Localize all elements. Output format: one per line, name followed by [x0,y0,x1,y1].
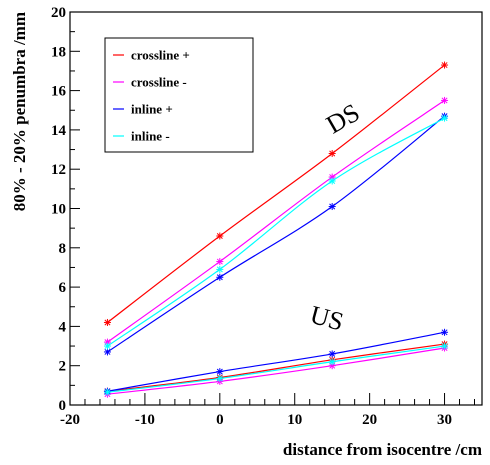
y-tick-label: 10 [51,202,66,218]
series-line [107,115,445,353]
legend-label: crossline + [131,48,190,63]
series-line [107,64,445,323]
x-tick-label: -10 [135,412,155,428]
data-point [441,61,449,69]
y-axis-title: 80% - 20% penumbra /mm [10,12,29,211]
data-point [216,265,224,273]
x-axis-title: distance from isocentre /cm [283,440,482,459]
data-point [328,149,336,157]
data-point [328,358,336,366]
legend: crossline + crossline - inline + inline - [104,37,254,153]
y-tick-label: 2 [59,359,67,375]
x-tick-label: 20 [362,412,377,428]
x-tick-label: -20 [60,412,80,428]
y-tick-label: 16 [51,84,67,100]
data-point [216,273,224,281]
data-point [328,350,336,358]
data-point [216,374,224,382]
legend-box [104,37,254,153]
data-point [216,368,224,376]
data-point [441,328,449,336]
x-tick-label: 10 [287,412,302,428]
data-point [216,258,224,266]
y-tick-label: 12 [51,162,66,178]
annotation-label: US [307,300,347,337]
series-line [107,99,445,343]
data-point [103,318,111,326]
data-point [441,342,449,350]
x-tick-label: 0 [216,412,224,428]
series-layer [103,61,449,398]
series-line [107,331,445,392]
legend-label: crossline - [131,75,187,90]
axis-ticks: 0 2 4 6 8 10 12 14 16 18 20 -20 -10 0 10 20 30 [51,5,476,428]
x-tick-label: 30 [437,412,452,428]
y-tick-label: 4 [59,319,67,335]
y-tick-label: 8 [59,241,67,257]
series-line [107,345,445,393]
data-point [328,203,336,211]
y-tick-label: 6 [59,280,67,296]
data-point [441,96,449,104]
series-line [107,343,445,392]
data-point [216,232,224,240]
series-line [107,117,445,347]
data-point [103,342,111,350]
data-point [103,348,111,356]
y-tick-label: 14 [51,123,67,139]
data-point [103,388,111,396]
data-point [328,177,336,185]
y-tick-label: 20 [51,5,66,21]
legend-label: inline + [131,102,173,117]
y-tick-label: 18 [51,44,66,60]
y-tick-label: 0 [59,398,67,414]
data-point [441,114,449,122]
legend-label: inline - [131,129,170,144]
series-line [107,347,445,395]
